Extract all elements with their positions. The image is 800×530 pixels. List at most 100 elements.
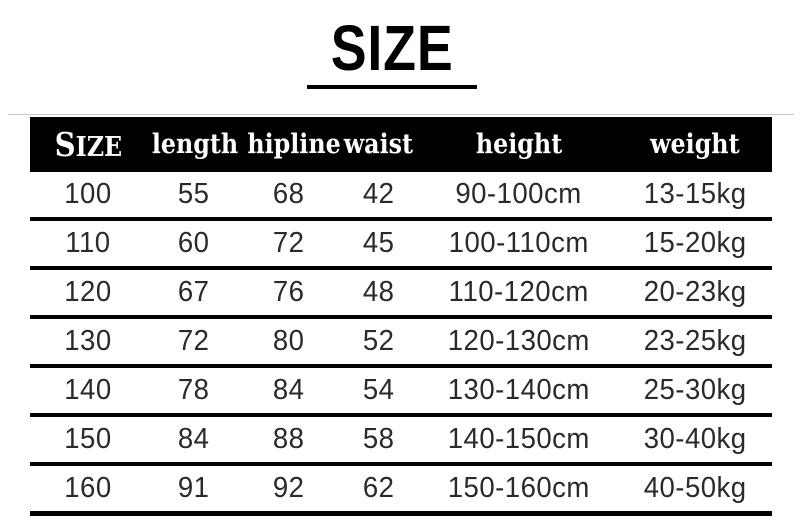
cell-value: 30-40kg [643, 423, 747, 455]
cell-value: 130-140cm [447, 374, 590, 406]
cell-weight: 13-15kg [618, 172, 772, 221]
cell-waist: 52 [337, 317, 420, 368]
cell-value: 67 [177, 276, 210, 308]
table-row-size-140: 140 78 84 54 130-140cm 25-30kg [30, 366, 772, 417]
cell-hipline: 88 [240, 415, 338, 466]
cell-value: 54 [362, 374, 395, 406]
cell-waist: 58 [337, 415, 420, 466]
cell-weight: 23-25kg [618, 317, 772, 368]
cell-value: 150 [64, 423, 112, 455]
cell-length: 72 [146, 317, 241, 368]
page-title-text: SIZE [330, 12, 454, 84]
table-row-size-100: 100 55 68 42 90-100cm 13-15kg [30, 172, 772, 221]
cell-length: 60 [146, 219, 241, 270]
cell-value: 100-110cm [448, 227, 589, 259]
cell-value: 100 [64, 178, 112, 210]
cell-length: 84 [146, 415, 241, 466]
cell-value: 72 [177, 325, 210, 357]
cell-size: 150 [30, 415, 147, 466]
cell-waist: 62 [337, 464, 420, 516]
cell-length: 67 [146, 268, 241, 319]
cell-hipline: 72 [240, 219, 338, 270]
column-header-weight: weight [618, 117, 772, 172]
cell-value: 52 [362, 325, 395, 357]
cell-value: 20-23kg [643, 276, 747, 308]
cell-weight: 20-23kg [618, 268, 772, 319]
cell-value: 58 [362, 423, 395, 455]
column-header-label: hipline [247, 129, 341, 160]
cell-weight: 25-30kg [618, 366, 772, 417]
cell-value: 68 [273, 178, 305, 210]
cell-value: 13-15kg [643, 178, 747, 210]
cell-hipline: 80 [240, 317, 338, 368]
cell-value: 80 [273, 325, 305, 357]
cell-height: 120-130cm [419, 317, 619, 368]
cell-size: 140 [30, 366, 147, 417]
table-row-size-110: 110 60 72 45 100-110cm 15-20kg [30, 219, 772, 270]
cell-value: 48 [362, 276, 395, 308]
table-top-hairline [8, 114, 794, 115]
cell-waist: 45 [337, 219, 420, 270]
cell-value: 62 [362, 472, 395, 504]
cell-height: 140-150cm [419, 415, 619, 466]
column-header-label: weight [650, 129, 740, 160]
cell-waist: 42 [337, 172, 420, 221]
cell-value: 88 [273, 423, 305, 455]
table-row-size-150: 150 84 88 58 140-150cm 30-40kg [30, 415, 772, 466]
cell-waist: 54 [337, 366, 420, 417]
cell-hipline: 92 [240, 464, 338, 516]
cell-hipline: 84 [240, 366, 338, 417]
cell-value: 110 [65, 227, 111, 259]
column-header-height: height [419, 117, 619, 172]
cell-weight: 40-50kg [618, 464, 772, 516]
cell-value: 160 [64, 472, 112, 504]
table-row-size-160: 160 91 92 62 150-160cm 40-50kg [30, 464, 772, 516]
table-row-size-120: 120 67 76 48 110-120cm 20-23kg [30, 268, 772, 319]
cell-value: 72 [273, 227, 305, 259]
table-body: 100 55 68 42 90-100cm 13-15kg 110 60 72 45 100-110… [30, 172, 772, 516]
cell-length: 91 [146, 464, 241, 516]
table-row-size-130: 130 72 80 52 120-130cm 23-25kg [30, 317, 772, 368]
cell-weight: 30-40kg [618, 415, 772, 466]
column-header-size: SIZE [30, 117, 147, 172]
column-header-label: waist [343, 129, 413, 160]
cell-value: 120-130cm [447, 325, 590, 357]
cell-size: 120 [30, 268, 147, 319]
cell-size: 100 [30, 172, 147, 221]
cell-value: 110-120cm [448, 276, 589, 308]
table-header-row: SIZE length hipline waist height weight [30, 117, 772, 172]
page-title: SIZE [0, 14, 792, 82]
cell-value: 91 [177, 472, 210, 504]
cell-height: 150-160cm [419, 464, 619, 516]
cell-length: 55 [146, 172, 241, 221]
cell-value: 84 [177, 423, 210, 455]
cell-value: 84 [273, 374, 305, 406]
cell-height: 100-110cm [419, 219, 619, 270]
cell-value: 78 [177, 374, 210, 406]
column-header-hipline: hipline [240, 117, 341, 172]
size-table: SIZE length hipline waist height weight 100 55… [30, 117, 772, 516]
cell-weight: 15-20kg [618, 219, 772, 270]
cell-value: 25-30kg [643, 374, 747, 406]
cell-value: 23-25kg [643, 325, 747, 357]
cell-value: 76 [273, 276, 305, 308]
cell-waist: 48 [337, 268, 420, 319]
column-header-label: length [152, 129, 239, 160]
cell-height: 130-140cm [419, 366, 619, 417]
cell-value: 130 [64, 325, 112, 357]
column-header-waist: waist [337, 117, 420, 172]
cell-value: 140-150cm [447, 423, 590, 455]
cell-value: 55 [177, 178, 210, 210]
cell-length: 78 [146, 366, 241, 417]
cell-hipline: 68 [240, 172, 338, 221]
cell-value: 40-50kg [643, 472, 747, 504]
column-header-label: SIZE [54, 125, 123, 164]
cell-value: 42 [362, 178, 395, 210]
cell-height: 110-120cm [419, 268, 619, 319]
cell-value: 45 [362, 227, 395, 259]
cell-value: 92 [273, 472, 305, 504]
cell-hipline: 76 [240, 268, 338, 319]
cell-size: 130 [30, 317, 147, 368]
cell-size: 110 [30, 219, 147, 270]
cell-size: 160 [30, 464, 147, 516]
